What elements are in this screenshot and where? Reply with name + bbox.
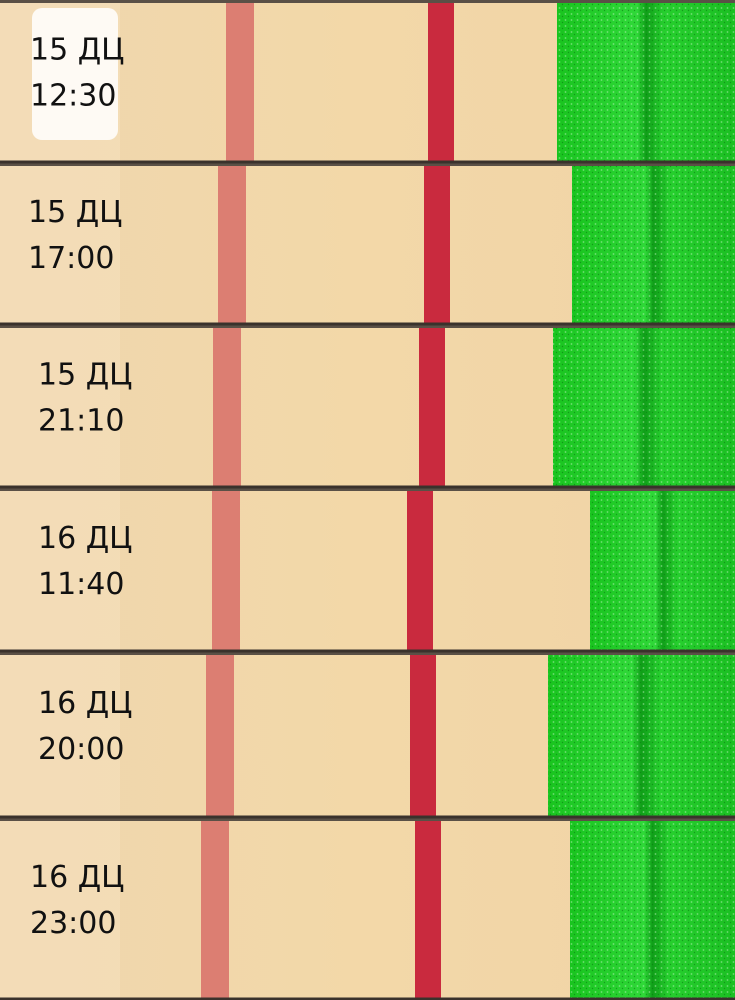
- pad-texture: [590, 491, 735, 650]
- test-line: [201, 821, 229, 998]
- strip-time: 21:10: [38, 404, 124, 439]
- test-line: [226, 3, 254, 161]
- test-line: [206, 655, 234, 816]
- strip-time: 12:30: [30, 79, 116, 114]
- strip-day: 15 ДЦ: [28, 195, 122, 230]
- test-strip: [0, 821, 735, 1000]
- strip-time: 17:00: [28, 241, 114, 276]
- test-strip: [0, 655, 735, 819]
- strip-day: 15 ДЦ: [30, 33, 124, 68]
- strip-edge-shade: [0, 166, 120, 323]
- strip-time: 23:00: [30, 906, 116, 941]
- test-strip: [0, 166, 735, 326]
- control-line: [415, 821, 441, 998]
- test-line: [213, 328, 241, 486]
- test-strip: [0, 328, 735, 489]
- strip-day: 15 ДЦ: [38, 358, 132, 393]
- test-line: [212, 491, 240, 650]
- control-line: [424, 166, 450, 323]
- light-glare: [32, 8, 118, 140]
- pad-texture: [572, 166, 735, 323]
- strip-edge-shade: [0, 821, 120, 998]
- strip-edge-shade: [0, 328, 120, 486]
- control-line: [410, 655, 436, 816]
- pad-texture: [553, 328, 735, 486]
- strip-time: 11:40: [38, 567, 124, 602]
- control-line: [428, 3, 454, 161]
- pad-texture: [548, 655, 735, 816]
- control-line: [419, 328, 445, 486]
- test-line: [218, 166, 246, 323]
- test-strip: [0, 491, 735, 653]
- pad-texture: [557, 3, 735, 161]
- strip-day: 16 ДЦ: [38, 686, 132, 721]
- pad-texture: [570, 821, 735, 998]
- strip-day: 16 ДЦ: [30, 860, 124, 895]
- control-line: [407, 491, 433, 650]
- strip-edge-shade: [0, 491, 120, 650]
- strip-edge-shade: [0, 655, 120, 816]
- strip-day: 16 ДЦ: [38, 521, 132, 556]
- strip-time: 20:00: [38, 732, 124, 767]
